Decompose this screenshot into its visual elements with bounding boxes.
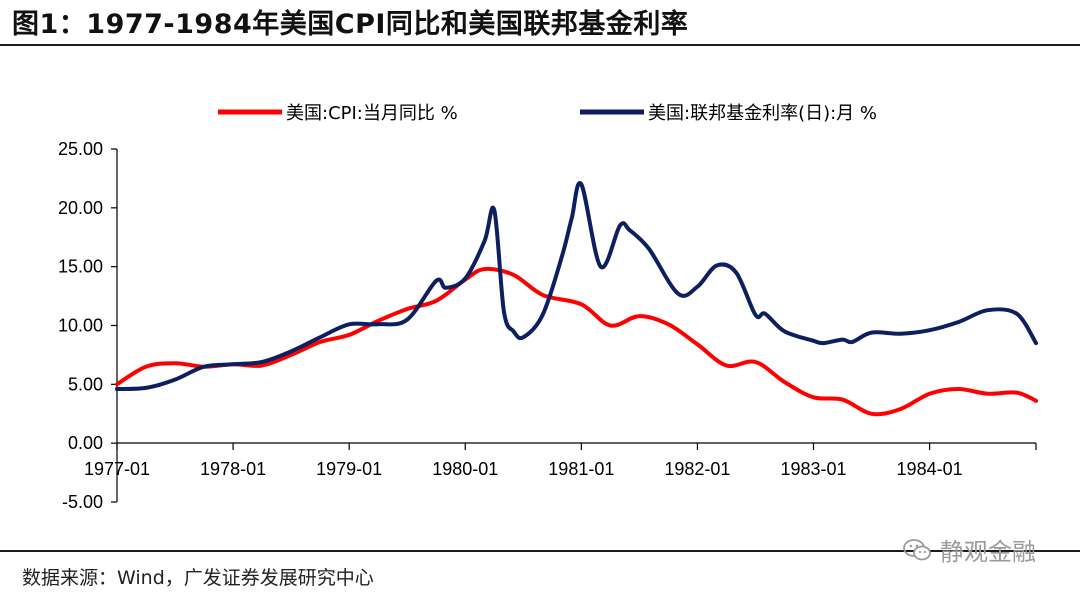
footer-rule	[0, 550, 1080, 552]
data-source: 数据来源：Wind，广发证券发展研究中心	[22, 567, 374, 589]
y-tick-label: 5.00	[68, 374, 103, 394]
series-line-cpi	[115, 266, 1038, 417]
title-rule	[0, 44, 1080, 46]
x-axis: 1977-01 1978-01 1979-01 1980-01 1981-01 1982-…	[84, 442, 1037, 479]
chart-title: 图1：1977-1984年美国CPI同比和美国联邦基金利率	[12, 9, 689, 40]
y-axis: -5.00 0.00 5.00 10.00 15.00 20.00 25.00	[58, 139, 118, 512]
y-tick-label: 10.00	[58, 316, 103, 336]
x-tick-label: 1981-01	[548, 459, 614, 479]
wechat-icon	[903, 538, 931, 560]
legend-label-fed-funds: 美国:联邦基金利率(日):月 %	[648, 103, 877, 124]
x-tick-label: 1982-01	[664, 459, 730, 479]
y-tick-label: 15.00	[58, 257, 103, 277]
series-lines	[115, 180, 1038, 417]
x-tick-label: 1977-01	[84, 459, 150, 479]
y-tick-label: -5.00	[62, 492, 103, 512]
x-tick-label: 1983-01	[780, 459, 846, 479]
y-tick-label: 0.00	[68, 433, 103, 453]
series-line-fed-funds	[115, 180, 1038, 391]
watermark: 静观金融	[902, 532, 1036, 567]
legend-label-cpi: 美国:CPI:当月同比 %	[286, 103, 458, 124]
x-tick-label: 1980-01	[432, 459, 498, 479]
watermark-text: 静观金融	[940, 538, 1036, 566]
x-tick-label: 1979-01	[316, 459, 382, 479]
x-tick-label: 1978-01	[200, 459, 266, 479]
x-tick-label: 1984-01	[897, 459, 963, 479]
legend: 美国:CPI:当月同比 % 美国:联邦基金利率(日):月 %	[218, 103, 877, 124]
y-tick-label: 25.00	[58, 139, 103, 159]
y-tick-label: 20.00	[58, 198, 103, 218]
